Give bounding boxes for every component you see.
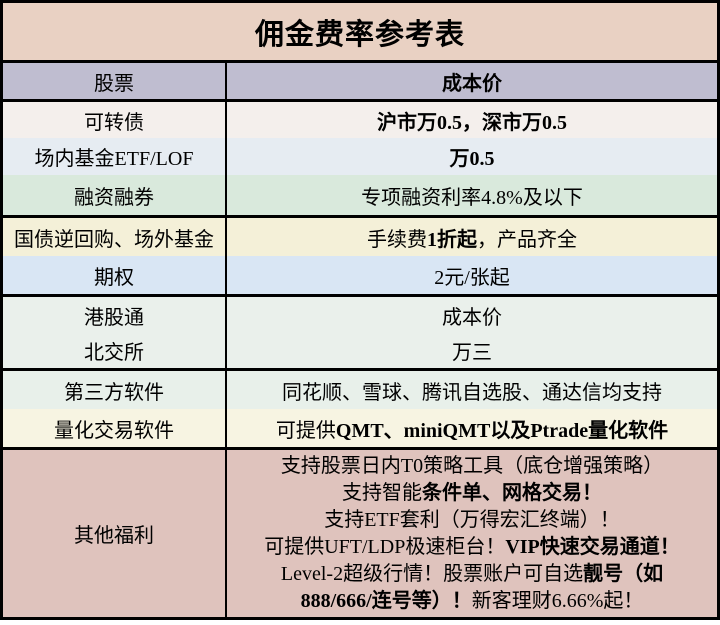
benefit-line: Level-2超级行情！股票账户可自选靓号（如 [233,561,711,588]
row-hk-stock-connect: 港股通 成本价 [3,297,717,333]
line-text: 支持ETF套利（万得宏汇终端）！ [324,508,620,531]
value-text: 万三 [452,342,492,364]
row-stock-header: 股票 成本价 [3,63,717,99]
row-other-benefits: 其他福利 支持股票日内T0策略工具（底仓增强策略） 支持智能条件单、网格交易！ … [3,450,717,617]
benefit-line: 可提供UFT/LDP极速柜台！VIP快速交易通道！ [233,534,711,561]
value-text: 可提供 [275,419,336,442]
line-text: 支持智能 [342,481,422,504]
row-etf-lof: 场内基金ETF/LOF 万0.5 [3,138,717,175]
row-label: 第三方软件 [3,371,227,409]
group-repo-options: 国债逆回购、场外基金 手续费 1折起 ，产品齐全 期权 2元/张起 [3,218,717,297]
value-text-bold: QMT、miniQMT以及Ptrade量化软件 [335,419,669,442]
row-value: 万0.5 [227,138,717,175]
row-value: 2元/张起 [227,256,717,294]
row-label: 场内基金ETF/LOF [3,138,227,175]
line-text: Level-2超级行情！股票账户可自选 [280,562,584,585]
value-text: 手续费 [367,228,427,251]
row-third-party-software: 第三方软件 同花顺、雪球、腾讯自选股、通达信均支持 [3,371,717,409]
line-text-bold: VIP快速交易通道！ [505,535,680,558]
line-text-bold: 条件单、网格交易！ [422,481,602,504]
benefit-line: 888/666/连号等）！新客理财6.66%起！ [233,588,711,615]
row-value: 万三 [227,333,717,368]
row-margin-trading: 融资融券 专项融资利率4.8%及以下 [3,175,717,215]
row-value: 同花顺、雪球、腾讯自选股、通达信均支持 [227,371,717,409]
row-quant-trading-software: 量化交易软件 可提供 QMT、miniQMT以及Ptrade量化软件 [3,409,717,447]
group-software: 第三方软件 同花顺、雪球、腾讯自选股、通达信均支持 量化交易软件 可提供 QMT、… [3,371,717,450]
row-options: 期权 2元/张起 [3,256,717,294]
row-beijing-exchange: 北交所 万三 [3,333,717,368]
value-text: 2元/张起 [434,266,510,289]
row-value: 专项融资利率4.8%及以下 [227,175,717,215]
row-label: 期权 [3,256,227,294]
line-text: 支持股票日内T0策略工具（底仓增强策略） [280,454,664,477]
value-text-bold: 万0.5 [449,148,495,170]
row-reverse-repo-otc-funds: 国债逆回购、场外基金 手续费 1折起 ，产品齐全 [3,218,717,256]
line-text-bold: 888/666/连号等）！ [300,589,472,612]
line-text: 可提供UFT/LDP极速柜台！ [264,535,506,558]
row-value: 成本价 [227,297,717,333]
row-label: 量化交易软件 [3,409,227,447]
row-value: 手续费 1折起 ，产品齐全 [227,218,717,256]
row-label: 港股通 [3,297,227,333]
value-text: 专项融资利率4.8%及以下 [361,186,583,209]
row-label: 股票 [3,63,227,99]
row-label: 可转债 [3,102,227,138]
line-text: 新客理财6.66%起！ [471,589,644,612]
benefit-line: 支持智能条件单、网格交易！ [233,480,711,507]
page-title: 佣金费率参考表 [3,3,717,63]
value-text: 成本价 [442,306,502,329]
benefit-line: 支持股票日内T0策略工具（底仓增强策略） [233,453,711,480]
row-convertible-bonds: 可转债 沪市万0.5，深市万0.5 [3,102,717,138]
row-value: 沪市万0.5，深市万0.5 [227,102,717,138]
group-other-benefits: 其他福利 支持股票日内T0策略工具（底仓增强策略） 支持智能条件单、网格交易！ … [3,450,717,617]
row-label: 国债逆回购、场外基金 [3,218,227,256]
row-value: 成本价 [442,72,502,95]
value-text: 同花顺、雪球、腾讯自选股、通达信均支持 [282,381,662,404]
row-label: 北交所 [3,333,227,368]
row-value: 可提供 QMT、miniQMT以及Ptrade量化软件 [227,409,717,447]
group-hk-bse: 港股通 成本价 北交所 万三 [3,297,717,371]
group-bonds-funds-margin: 可转债 沪市万0.5，深市万0.5 场内基金ETF/LOF 万0.5 融资融券 … [3,102,717,218]
benefits-lines: 支持股票日内T0策略工具（底仓增强策略） 支持智能条件单、网格交易！ 支持ETF… [227,450,717,617]
group-stock: 股票 成本价 [3,63,717,102]
value-text: ，产品齐全 [477,228,577,251]
value-text-bold: 1折起 [427,228,477,251]
row-label: 融资融券 [3,175,227,215]
line-text-bold: 靓号（如 [583,562,664,585]
value-text-bold: 沪市万0.5，深市万0.5 [377,111,567,134]
row-label: 其他福利 [3,450,227,617]
benefit-line: 支持ETF套利（万得宏汇终端）！ [233,507,711,534]
